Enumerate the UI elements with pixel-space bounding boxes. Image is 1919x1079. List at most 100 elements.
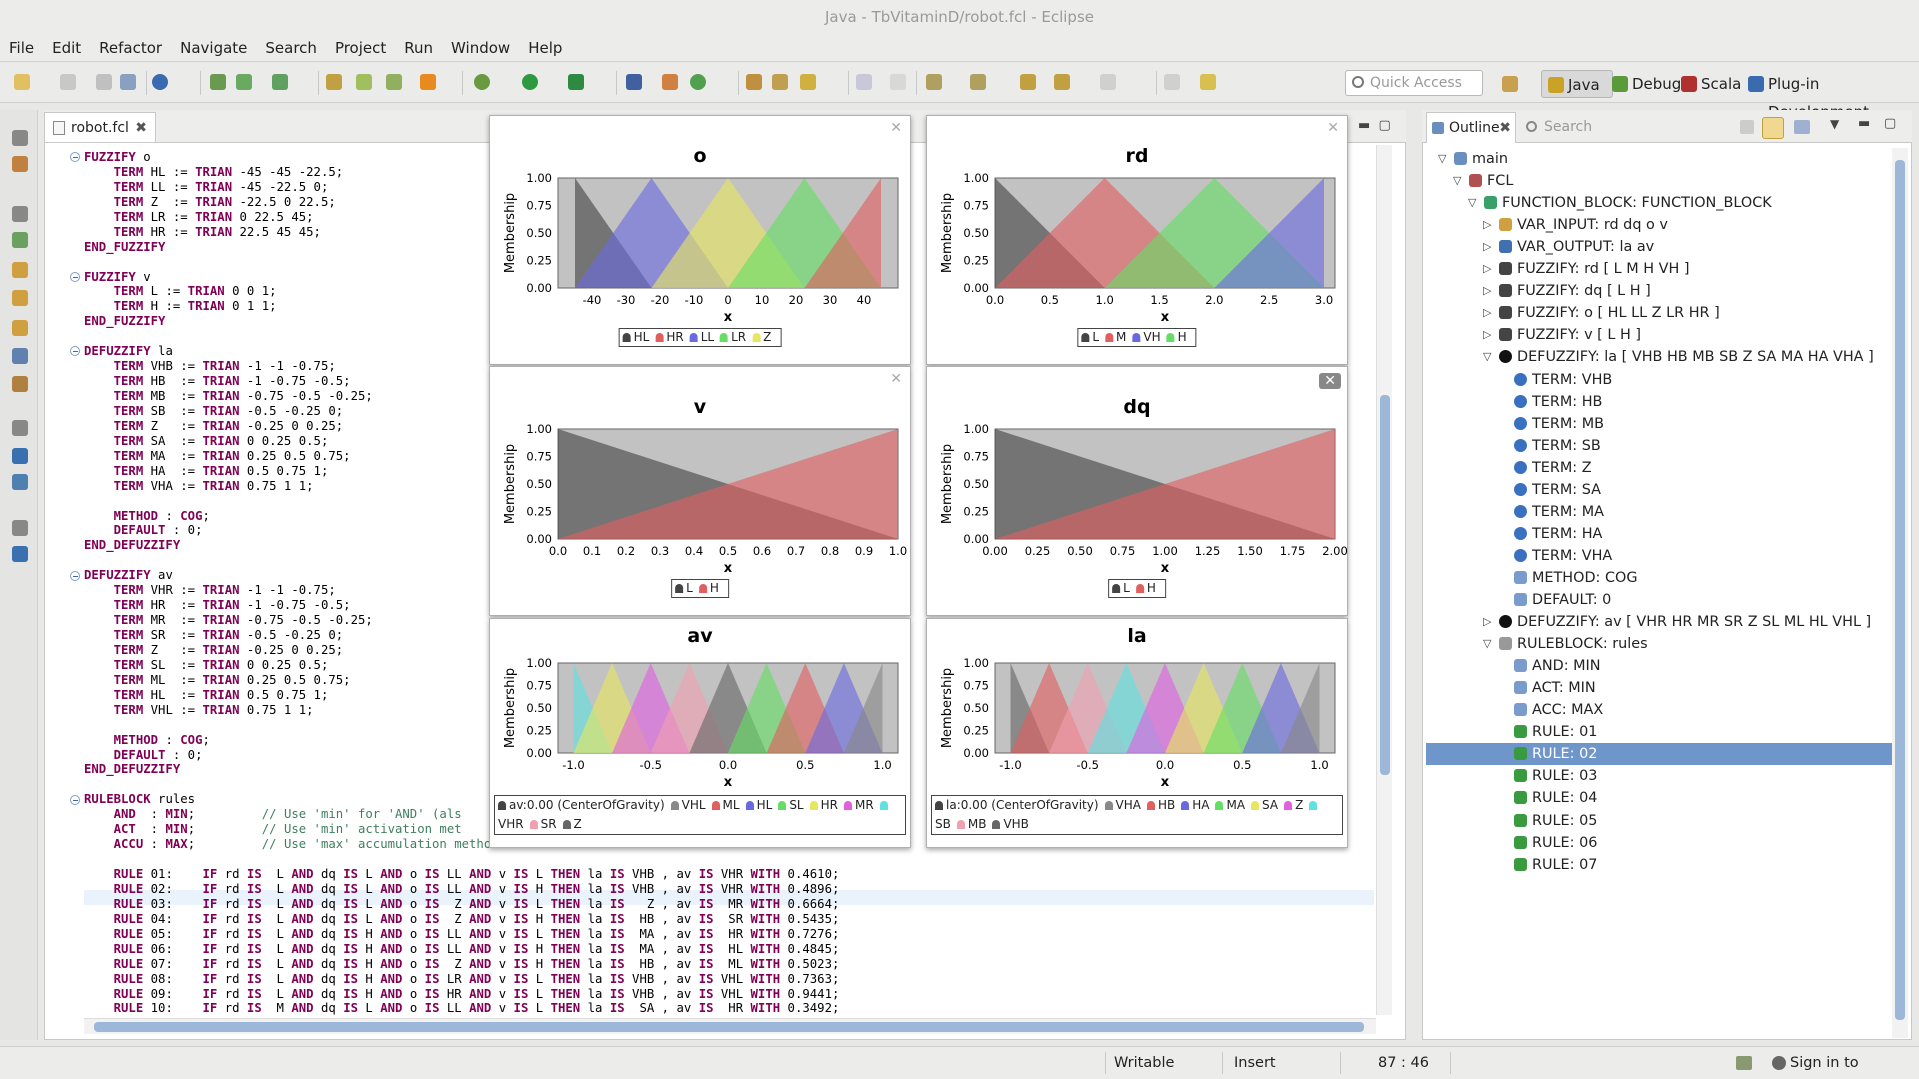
close-icon[interactable]: ✕ [1327, 120, 1339, 136]
expand-arrow-icon[interactable]: ▷ [1483, 284, 1492, 298]
console-icon[interactable] [12, 376, 28, 392]
expand-arrow-icon[interactable]: ▷ [1483, 262, 1492, 276]
outline-node[interactable]: ▷ DEFUZZIFY: av [ VHR HR MR SR Z SL ML HL… [1426, 611, 1892, 633]
open-type-icon[interactable] [326, 74, 342, 90]
package-icon[interactable] [386, 74, 402, 90]
menu-search[interactable]: Search [265, 39, 317, 57]
restore-3-icon[interactable] [12, 420, 28, 436]
menu-project[interactable]: Project [334, 39, 387, 57]
refresh-icon[interactable] [690, 74, 706, 90]
menu-run[interactable]: Run [404, 39, 434, 57]
view-menu-icon[interactable]: ▼ [1830, 117, 1840, 131]
outline-node[interactable]: ▽ RULEBLOCK: rules [1426, 633, 1892, 655]
open-perspective-icon[interactable] [1502, 76, 1518, 92]
chart-window-la[interactable]: la 0.00 0.25 0.50 0.75 1.00 -1.0 -0.5 0.0 0.5 1.0 x… [926, 618, 1348, 848]
web-icon[interactable] [152, 74, 168, 90]
outline-node[interactable]: ▷ FUZZIFY: v [ L H ] [1426, 324, 1892, 346]
code-editor[interactable]: FUZZIFY o TERM HL := TRIAN -45 -45 -22.5… [66, 150, 1366, 1018]
pen-icon[interactable] [800, 74, 816, 90]
outline-node[interactable]: ACT: MIN [1426, 677, 1892, 699]
collapse-all-icon[interactable] [1740, 120, 1754, 134]
perspective-java[interactable]: Java [1541, 70, 1613, 98]
close-icon[interactable]: ✕ [1319, 373, 1341, 389]
outline-node[interactable]: ▷ FUZZIFY: o [ HL LL Z LR HR ] [1426, 302, 1892, 324]
fold-toggle-icon[interactable] [70, 794, 80, 805]
perspective-plugin-development[interactable]: Plug-in Development [1742, 70, 1917, 121]
outline-node[interactable]: ▽ DEFUZZIFY: la [ VHB HB MB SB Z SA MA HA… [1426, 346, 1892, 368]
open-task-icon[interactable] [662, 74, 678, 90]
db-icon[interactable] [12, 262, 28, 278]
servers-icon[interactable] [12, 232, 28, 248]
collapse-arrow-icon[interactable]: ▽ [1483, 350, 1492, 364]
outline-node[interactable]: ▷ FUZZIFY: rd [ L M H VH ] [1426, 258, 1892, 280]
outline-node[interactable]: ▽ FCL [1426, 170, 1892, 192]
lightning-icon[interactable] [1200, 74, 1216, 90]
print-icon[interactable] [120, 74, 136, 90]
outline-node[interactable]: TERM: Z [1426, 457, 1892, 479]
external-tools-icon[interactable] [626, 74, 642, 90]
maximize-icon[interactable]: ▢ [1884, 116, 1897, 131]
open-folder-icon[interactable] [746, 74, 762, 90]
outline-node[interactable]: AND: MIN [1426, 655, 1892, 677]
outline-node[interactable]: RULE: 06 [1426, 832, 1892, 854]
chart-window-av[interactable]: av 0.00 0.25 0.50 0.75 1.00 -1.0 -0.5 0.0 0.5 1.0 x… [489, 618, 911, 848]
scroll-thumb[interactable] [1895, 160, 1905, 1020]
outline-node[interactable]: ▽ main [1426, 148, 1892, 170]
menu-file[interactable]: File [9, 39, 35, 57]
outline-vertical-scrollbar[interactable] [1892, 148, 1908, 1038]
menu-refactor[interactable]: Refactor [99, 39, 163, 57]
perspective-debug[interactable]: Debug [1606, 70, 1686, 98]
perspective-scala[interactable]: Scala [1675, 70, 1747, 98]
sort-icon[interactable] [1794, 120, 1810, 134]
minimize-icon[interactable]: ▬ [1858, 116, 1871, 131]
outline-node[interactable]: ▽ FUNCTION_BLOCK: FUNCTION_BLOCK [1426, 192, 1892, 214]
scroll-thumb[interactable] [1380, 395, 1390, 775]
outline-search[interactable]: Search [1524, 116, 1644, 138]
collapse-arrow-icon[interactable]: ▽ [1453, 174, 1462, 188]
close-icon[interactable]: ✕ [890, 371, 902, 387]
chart-window-o[interactable]: ✕ o 0.00 0.25 0.50 0.75 1.00 -40 -30 -20 -10 0 10 20 3… [489, 115, 911, 365]
forward-icon[interactable] [1100, 74, 1116, 90]
coverage-icon[interactable] [568, 74, 584, 90]
menu-navigate[interactable]: Navigate [180, 39, 248, 57]
collapse-arrow-icon[interactable]: ▽ [1483, 637, 1492, 651]
block-select-icon[interactable] [890, 74, 906, 90]
menu-edit[interactable]: Edit [52, 39, 82, 57]
chart-window-rd[interactable]: ✕ rd 0.00 0.25 0.50 0.75 1.00 0.0 0.5 1.0 1.5 2.0 2.… [926, 115, 1348, 365]
outline-node[interactable]: RULE: 05 [1426, 810, 1892, 832]
outline-node[interactable]: TERM: HB [1426, 391, 1892, 413]
outline-node[interactable]: TERM: MA [1426, 501, 1892, 523]
fold-toggle-icon[interactable] [70, 346, 80, 357]
new-icon[interactable] [14, 74, 30, 90]
task-icon[interactable] [272, 74, 288, 90]
back-icon[interactable] [1054, 74, 1070, 90]
editor-window-controls[interactable]: ▬ ▢ [1358, 118, 1391, 133]
toggle-mark-icon[interactable] [856, 74, 872, 90]
expand-arrow-icon[interactable]: ▷ [1483, 240, 1492, 254]
scroll-thumb[interactable] [94, 1022, 1364, 1032]
outline-node[interactable]: TERM: VHA [1426, 545, 1892, 567]
hierarchy-icon[interactable] [356, 74, 372, 90]
debug-icon[interactable] [474, 74, 490, 90]
open-folder-2-icon[interactable] [772, 74, 788, 90]
expand-arrow-icon[interactable]: ▷ [1483, 328, 1492, 342]
outline-node[interactable]: TERM: VHB [1426, 369, 1892, 391]
outline-node[interactable]: RULE: 02 [1426, 743, 1892, 766]
sign-in-google-link[interactable]: Sign in to Google... [1790, 1055, 1859, 1071]
pin-icon[interactable] [1164, 74, 1180, 90]
next-annotation-icon[interactable] [926, 74, 942, 90]
chart-window-dq[interactable]: ✕ dq 0.00 0.25 0.50 0.75 1.00 0.00 0.25 0.50 0.75 1… [926, 366, 1348, 616]
collapse-arrow-icon[interactable]: ▽ [1468, 196, 1477, 210]
expand-arrow-icon[interactable]: ▷ [1483, 306, 1492, 320]
link-with-editor-icon[interactable] [1762, 117, 1784, 139]
save-icon[interactable] [60, 74, 76, 90]
outline-node[interactable]: DEFAULT: 0 [1426, 589, 1892, 611]
web-view-icon[interactable] [12, 546, 28, 562]
fold-toggle-icon[interactable] [70, 271, 80, 282]
outline-node[interactable]: ▷ VAR_INPUT: rd dq o v [1426, 214, 1892, 236]
outline-node[interactable]: ACC: MAX [1426, 699, 1892, 721]
menu-window[interactable]: Window [451, 39, 511, 57]
fold-toggle-icon[interactable] [70, 152, 80, 162]
notifications-icon[interactable] [1736, 1056, 1752, 1070]
expand-arrow-icon[interactable]: ▷ [1483, 615, 1492, 629]
